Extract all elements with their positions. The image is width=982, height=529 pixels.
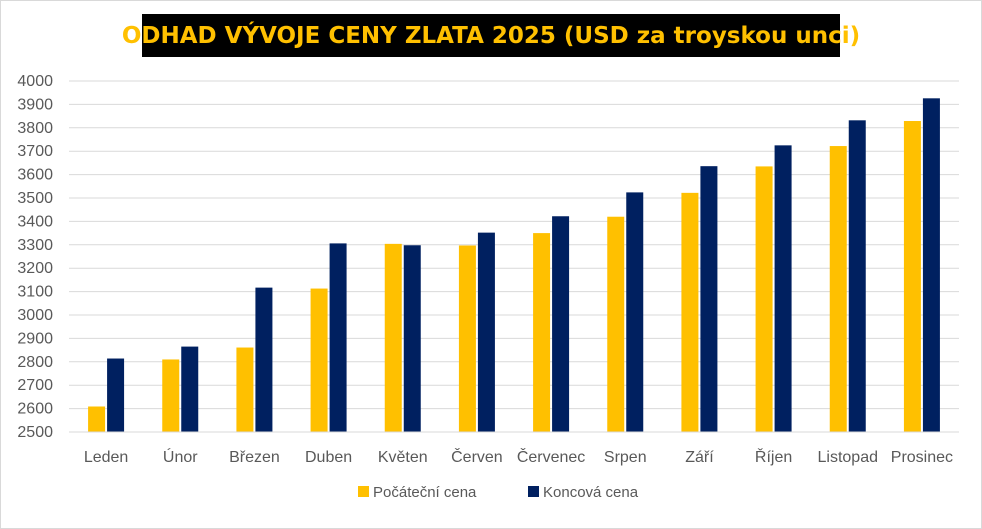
bar-end-price	[181, 346, 199, 432]
bar-start-price	[607, 216, 625, 432]
x-tick-label: Srpen	[604, 449, 647, 466]
y-tick-label: 2500	[17, 424, 53, 441]
y-tick-label: 3800	[17, 120, 53, 137]
bar-start-price	[829, 146, 847, 432]
bar-end-price	[626, 192, 644, 432]
x-tick-label: Květen	[378, 449, 428, 466]
bar-start-price	[903, 121, 921, 432]
x-tick-label: Červen	[451, 447, 503, 466]
bar-start-price	[162, 359, 180, 432]
bar-end-price	[329, 243, 347, 432]
chart-title: ODHAD VÝVOJE CENY ZLATA 2025 (USD za tro…	[121, 22, 861, 49]
x-tick-label: Duben	[305, 449, 352, 466]
x-tick-label: Leden	[84, 449, 129, 466]
y-tick-label: 2700	[17, 377, 53, 394]
y-tick-label: 2800	[17, 354, 53, 371]
bar-start-price	[533, 233, 551, 432]
y-tick-label: 4000	[17, 73, 53, 90]
bar-end-price	[774, 145, 792, 432]
bar-start-price	[681, 192, 699, 432]
bar-end-price	[700, 166, 718, 432]
bar-start-price	[310, 288, 328, 432]
bar-start-price	[458, 245, 476, 432]
x-tick-label: Říjen	[755, 447, 792, 466]
y-tick-label: 3900	[17, 96, 53, 113]
bar-end-price	[848, 120, 866, 432]
x-tick-label: Září	[685, 449, 714, 466]
x-tick-label: Únor	[163, 447, 198, 466]
bar-end-price	[922, 98, 940, 432]
bar-start-price	[384, 243, 402, 432]
bar-start-price	[755, 166, 773, 432]
y-tick-label: 3500	[17, 190, 53, 207]
legend-label: Počáteční cena	[373, 484, 477, 501]
bar-end-price	[255, 287, 273, 432]
bar-end-price	[107, 358, 125, 432]
legend-swatch	[358, 486, 369, 497]
y-tick-label: 3200	[17, 260, 53, 277]
bar-end-price	[477, 232, 495, 432]
y-tick-label: 3600	[17, 167, 53, 184]
x-tick-label: Březen	[229, 449, 280, 466]
x-tick-label: Prosinec	[891, 449, 953, 466]
y-tick-label: 3300	[17, 237, 53, 254]
y-tick-label: 3000	[17, 307, 53, 324]
chart-title-box: ODHAD VÝVOJE CENY ZLATA 2025 (USD za tro…	[122, 14, 860, 57]
y-tick-label: 2600	[17, 401, 53, 418]
x-tick-label: Listopad	[818, 449, 879, 466]
y-tick-label: 3400	[17, 213, 53, 230]
legend-swatch	[528, 486, 539, 497]
bar-end-price	[552, 216, 570, 432]
bar-start-price	[88, 406, 106, 432]
y-tick-label: 3700	[17, 143, 53, 160]
x-tick-label: Červenec	[517, 447, 585, 466]
legend-label: Koncová cena	[543, 484, 639, 501]
y-tick-label: 2900	[17, 330, 53, 347]
bar-start-price	[236, 347, 254, 432]
y-tick-label: 3100	[17, 284, 53, 301]
bar-end-price	[403, 245, 421, 432]
